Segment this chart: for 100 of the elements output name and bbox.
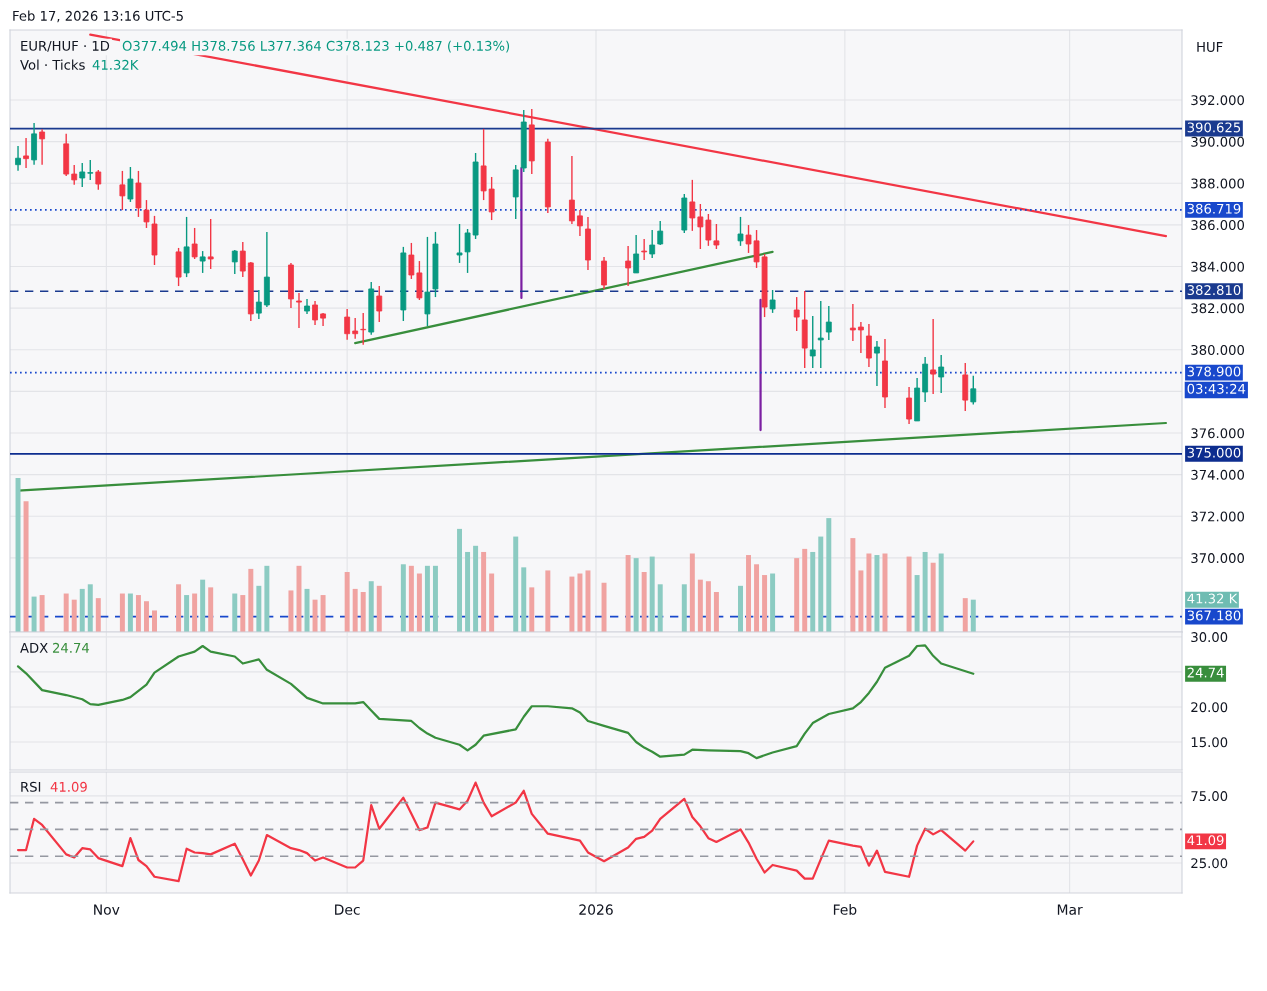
- y-tick-label: 390.000: [1191, 136, 1245, 147]
- bar: [79, 588, 85, 632]
- bar: [400, 564, 406, 632]
- bar: [866, 553, 872, 632]
- candlestick: [23, 137, 29, 169]
- bar: [625, 555, 631, 632]
- candlestick: [825, 305, 832, 341]
- bar: [481, 551, 487, 632]
- candlestick: [79, 162, 86, 188]
- candlestick: [809, 315, 816, 369]
- bar: [713, 591, 719, 632]
- candlestick: [938, 354, 945, 394]
- candlestick: [577, 209, 583, 237]
- bar: [135, 595, 141, 632]
- bar: [810, 551, 816, 632]
- bar: [376, 585, 382, 632]
- y-tick-label: 15.00: [1191, 737, 1228, 748]
- candlestick: [15, 145, 21, 172]
- x-tick-label: 2026: [579, 904, 613, 915]
- bar: [962, 598, 968, 632]
- series-label: ADX: [20, 643, 48, 653]
- bar: [970, 599, 976, 632]
- bar: [641, 571, 647, 632]
- candlestick: [689, 179, 696, 232]
- bar: [240, 595, 246, 632]
- candlestick: [119, 170, 126, 211]
- candlestick: [793, 296, 800, 332]
- bar: [818, 536, 824, 632]
- bar: [906, 556, 912, 632]
- candlestick: [633, 234, 640, 274]
- bar: [95, 598, 101, 632]
- ref-line-label: 382.810: [1187, 285, 1241, 296]
- ref-line-label: 390.625: [1187, 122, 1241, 133]
- bar: [770, 573, 776, 632]
- candlestick: [255, 289, 262, 320]
- ref-line-label: 386.719: [1187, 203, 1241, 214]
- bar: [296, 565, 302, 632]
- candlestick: [143, 199, 150, 229]
- bar: [473, 545, 479, 632]
- bar: [127, 593, 133, 632]
- candlestick: [199, 250, 206, 274]
- bar: [87, 584, 93, 632]
- bar: [601, 582, 607, 632]
- bar: [320, 595, 326, 632]
- text: Feb 17, 2026 13:16 UTC-5: [13, 10, 183, 23]
- candlestick: [769, 289, 776, 314]
- bar: [288, 590, 294, 632]
- y-tick-label: 388.000: [1191, 178, 1245, 189]
- bar: [457, 528, 463, 632]
- bar: [521, 567, 527, 632]
- y-tick-label: 374.000: [1191, 469, 1245, 480]
- annotation: 41.32K: [92, 59, 139, 70]
- candlestick: [231, 249, 238, 275]
- bar: [184, 595, 190, 632]
- bar: [513, 536, 519, 632]
- bar: [858, 570, 864, 632]
- y-tick-label: 25.00: [1191, 858, 1228, 869]
- bar: [39, 595, 45, 632]
- text: 41.09: [1187, 835, 1224, 846]
- bar: [368, 581, 374, 632]
- text: RSI: [21, 781, 41, 792]
- bar: [408, 565, 414, 632]
- bar: [529, 587, 535, 632]
- bar: [31, 596, 37, 632]
- bar: [689, 553, 695, 632]
- ref-line-label: 375.000: [1187, 447, 1241, 458]
- y-tick-label: 372.000: [1191, 511, 1245, 522]
- y-tick-label: 370.000: [1191, 553, 1245, 564]
- bar: [914, 575, 920, 632]
- bar: [585, 570, 591, 632]
- candlestick: [569, 155, 575, 225]
- bar: [649, 556, 655, 632]
- candlestick: [39, 128, 46, 166]
- bar: [63, 593, 69, 632]
- bar: [746, 555, 752, 632]
- candlestick: [697, 203, 704, 250]
- bar: [922, 551, 928, 632]
- bar: [794, 558, 800, 632]
- y-tick-label: 75.00: [1191, 791, 1228, 802]
- candlestick: [737, 216, 744, 247]
- candlestick: [376, 285, 383, 323]
- bar: [424, 565, 430, 632]
- bar: [738, 585, 743, 632]
- bar: [465, 551, 471, 632]
- candlestick: [625, 245, 632, 287]
- bar: [545, 570, 551, 632]
- bar: [432, 565, 438, 632]
- ref-line-label: 378.900: [1187, 366, 1241, 377]
- bar: [930, 562, 936, 632]
- candlestick: [601, 256, 607, 290]
- bar: [256, 585, 262, 632]
- y-tick-label: 30.00: [1191, 632, 1228, 643]
- bar: [874, 555, 880, 632]
- y-tick-label: 382.000: [1191, 303, 1245, 314]
- candlestick: [849, 303, 856, 342]
- bar: [882, 553, 888, 632]
- bar: [304, 588, 310, 632]
- candlestick: [970, 374, 977, 406]
- candlestick: [296, 292, 302, 329]
- y-tick-label: 376.000: [1191, 428, 1245, 439]
